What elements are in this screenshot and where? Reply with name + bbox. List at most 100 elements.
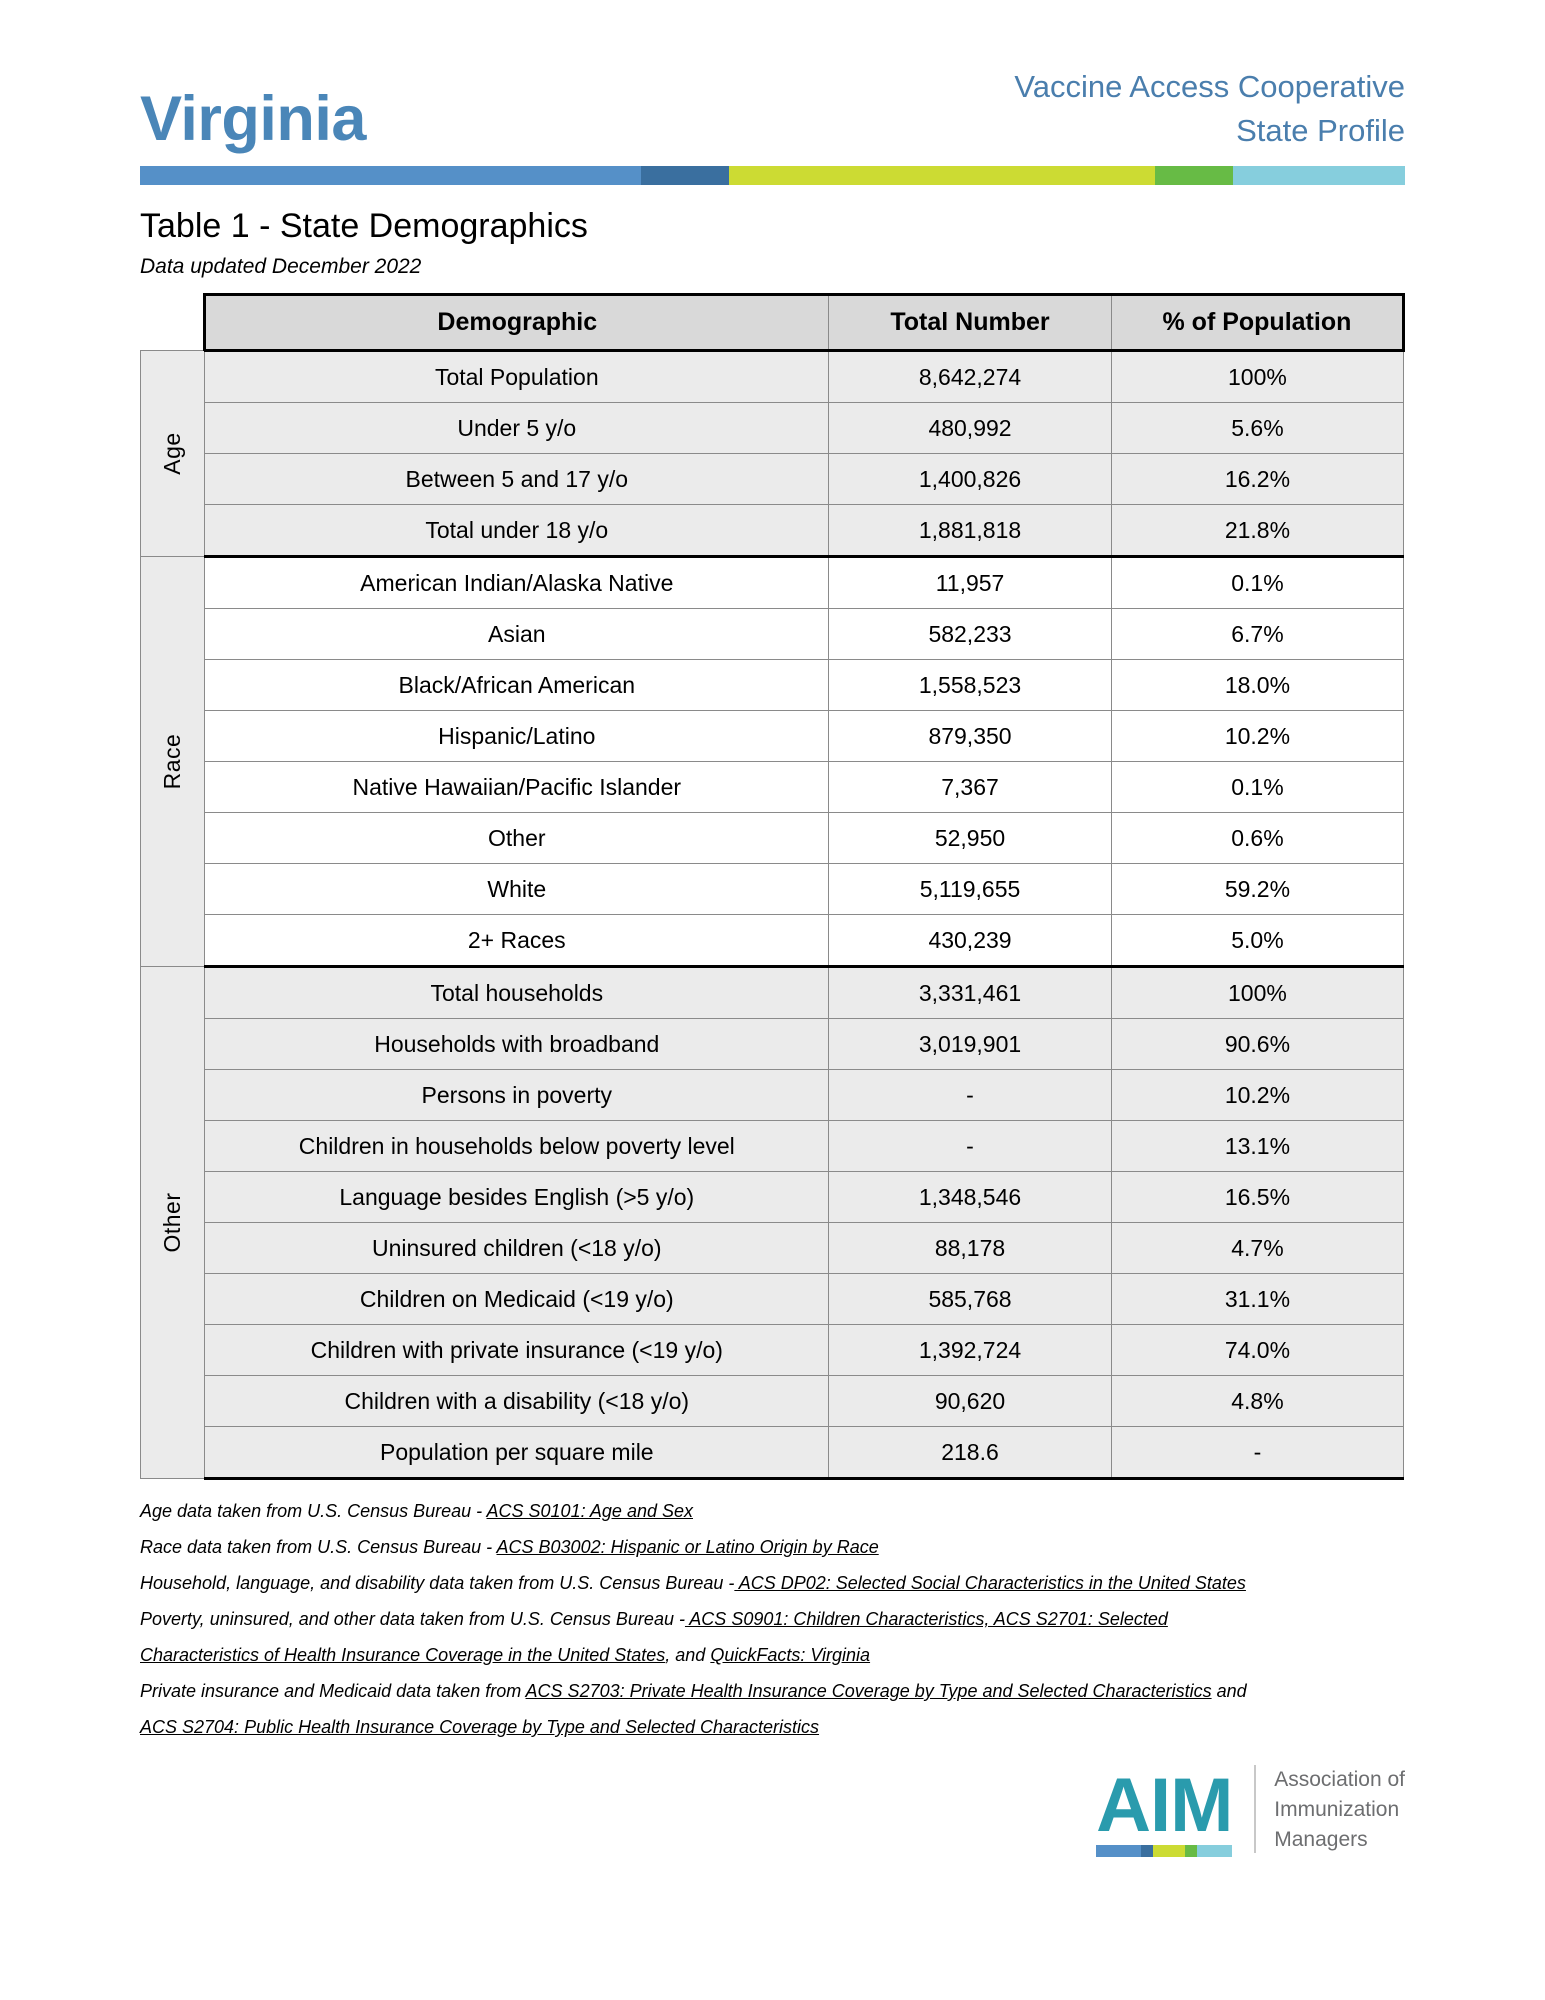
- cell-pct-population: 10.2%: [1110, 710, 1405, 763]
- footnote-source-link[interactable]: ACS B03002: Hispanic or Latino Origin by…: [496, 1537, 879, 1558]
- cell-total-number: 218.6: [828, 1426, 1112, 1481]
- page-header: Virginia Vaccine Access Cooperative Stat…: [140, 0, 1405, 157]
- cell-pct-population: 21.8%: [1110, 504, 1405, 559]
- color-bar-segment-green: [1154, 166, 1233, 185]
- table-title: Table 1 - State Demographics: [140, 207, 588, 245]
- table-row: White 5,119,655 59.2%: [141, 863, 1405, 916]
- cell-total-number: 3,331,461: [828, 965, 1112, 1020]
- table-row: Black/African American 1,558,523 18.0%: [141, 659, 1405, 712]
- cell-pct-population: 13.1%: [1110, 1120, 1405, 1173]
- footnote: Private insurance and Medicaid data take…: [140, 1673, 1275, 1745]
- color-bar-segment-light-blue: [1232, 166, 1405, 185]
- footnote-text: , and: [665, 1645, 711, 1666]
- cell-demographic: Black/African American: [204, 659, 830, 712]
- table-row: Native Hawaiian/Pacific Islander 7,367 0.1…: [141, 761, 1405, 814]
- demographics-table-wrapper: Demographic Total Number % of Population…: [139, 293, 1406, 1481]
- aim-logo: AIM Association of Immunization Managers: [1090, 1765, 1405, 1865]
- color-bar-segment-dark-blue: [640, 166, 730, 185]
- footnote-source-link[interactable]: ACS S2704: Public Health Insurance Cover…: [140, 1717, 820, 1738]
- aim-bar-segment-light-blue: [1196, 1845, 1233, 1858]
- state-title: Virginia: [140, 84, 366, 154]
- footnote-source-link[interactable]: ACS DP02: Selected Social Characteristic…: [734, 1573, 1246, 1594]
- footnote-source-link[interactable]: ACS S0101: Age and Sex: [486, 1501, 693, 1522]
- footnote-text: Household, language, and disability data…: [140, 1573, 735, 1594]
- aim-bar-segment-green: [1184, 1845, 1197, 1858]
- cell-demographic: Total under 18 y/o: [204, 504, 830, 559]
- cell-total-number: 1,348,546: [828, 1171, 1112, 1224]
- cell-demographic: Native Hawaiian/Pacific Islander: [204, 761, 830, 814]
- cell-pct-population: 0.1%: [1110, 555, 1405, 610]
- cell-total-number: 879,350: [828, 710, 1112, 763]
- aim-logomark: AIM: [1090, 1767, 1238, 1858]
- cell-pct-population: 16.5%: [1110, 1171, 1405, 1224]
- footnote: Race data taken from U.S. Census Bureau …: [140, 1529, 1275, 1565]
- table-row: Children with a disability (<18 y/o) 90,6…: [141, 1375, 1405, 1428]
- aim-wordmark-line3: Managers: [1274, 1827, 1368, 1851]
- table-row: Persons in poverty -10.2%: [141, 1069, 1405, 1122]
- cell-total-number: 8,642,274: [828, 349, 1112, 404]
- table-row: Under 5 y/o 480,992 5.6%: [141, 402, 1405, 455]
- cell-demographic: Persons in poverty: [204, 1069, 830, 1122]
- table-row: Uninsured children (<18 y/o) 88,178 4.7%: [141, 1222, 1405, 1275]
- table-row: Population per square mile 218.6-: [141, 1426, 1405, 1481]
- aim-color-bar: [1096, 1845, 1233, 1858]
- table-header-row: Demographic Total Number % of Population: [140, 293, 1406, 353]
- cell-pct-population: -: [1110, 1426, 1405, 1481]
- cell-total-number: -: [828, 1120, 1112, 1173]
- footnote-source-link[interactable]: ACS S0901: Children Characteristics, ACS…: [140, 1609, 1168, 1666]
- section-label-race: Race: [139, 556, 206, 968]
- footnote-text: and: [1211, 1681, 1247, 1702]
- cell-demographic: Total Population: [204, 349, 830, 404]
- table-row: Children with private insurance (<19 y/o…: [141, 1324, 1405, 1377]
- cell-demographic: American Indian/Alaska Native: [204, 555, 830, 610]
- cell-demographic: Total households: [204, 965, 830, 1020]
- cell-total-number: 7,367: [828, 761, 1112, 814]
- aim-bar-segment-yellow-green: [1153, 1845, 1185, 1858]
- footnote-text: Poverty, uninsured, and other data taken…: [140, 1609, 685, 1630]
- footnote-source-link[interactable]: QuickFacts: Virginia: [710, 1645, 871, 1666]
- cell-total-number: 3,019,901: [828, 1018, 1112, 1071]
- table-row: Households with broadband 3,019,901 90.6%: [141, 1018, 1405, 1071]
- table-row: Other 52,950 0.6%: [141, 812, 1405, 865]
- section-label-text: Age: [159, 432, 186, 475]
- cell-pct-population: 6.7%: [1110, 608, 1405, 661]
- cell-pct-population: 4.8%: [1110, 1375, 1405, 1428]
- color-bar-segment-yellow-green: [729, 166, 1155, 185]
- cell-demographic: White: [204, 863, 830, 916]
- table-row: Children in households below poverty lev…: [141, 1120, 1405, 1173]
- cell-total-number: 11,957: [828, 555, 1112, 610]
- table-row: Asian 582,233 6.7%: [141, 608, 1405, 661]
- cell-pct-population: 90.6%: [1110, 1018, 1405, 1071]
- footnote-source-link[interactable]: ACS S2703: Private Health Insurance Cove…: [525, 1681, 1212, 1702]
- aim-logo-divider: [1254, 1765, 1257, 1853]
- cell-total-number: 5,119,655: [828, 863, 1112, 916]
- cell-total-number: 430,239: [828, 914, 1112, 969]
- program-title-line1: Vaccine Access Cooperative: [1014, 68, 1405, 104]
- table-head: Demographic Total Number % of Population: [140, 293, 1406, 353]
- color-bar-segment-blue: [140, 166, 641, 185]
- table-row: Children on Medicaid (<19 y/o) 585,768 31.…: [141, 1273, 1405, 1326]
- program-title-line2: State Profile: [1236, 112, 1405, 148]
- cell-pct-population: 31.1%: [1110, 1273, 1405, 1326]
- cell-pct-population: 0.1%: [1110, 761, 1405, 814]
- table-row: Race American Indian/Alaska Native 11,957 0…: [139, 555, 1405, 968]
- cell-pct-population: 100%: [1110, 965, 1405, 1020]
- data-updated-note: Data updated December 2022: [140, 255, 422, 279]
- program-title: Vaccine Access Cooperative State Profile: [1014, 65, 1405, 153]
- cell-pct-population: 59.2%: [1110, 863, 1405, 916]
- cell-pct-population: 4.7%: [1110, 1222, 1405, 1275]
- cell-demographic: Children on Medicaid (<19 y/o): [204, 1273, 830, 1326]
- cell-total-number: 52,950: [828, 812, 1112, 865]
- section-label-other: Other: [139, 966, 206, 1480]
- section-label-text: Race: [159, 733, 186, 790]
- header-color-bar: [140, 166, 1405, 185]
- cell-total-number: 1,392,724: [828, 1324, 1112, 1377]
- cell-demographic: Population per square mile: [204, 1426, 830, 1481]
- cell-demographic: Other: [204, 812, 830, 865]
- category-header-blank: [140, 294, 205, 351]
- cell-demographic: Households with broadband: [204, 1018, 830, 1071]
- cell-demographic: Uninsured children (<18 y/o): [204, 1222, 830, 1275]
- cell-demographic: Asian: [204, 608, 830, 661]
- section-label-age: Age: [139, 350, 206, 558]
